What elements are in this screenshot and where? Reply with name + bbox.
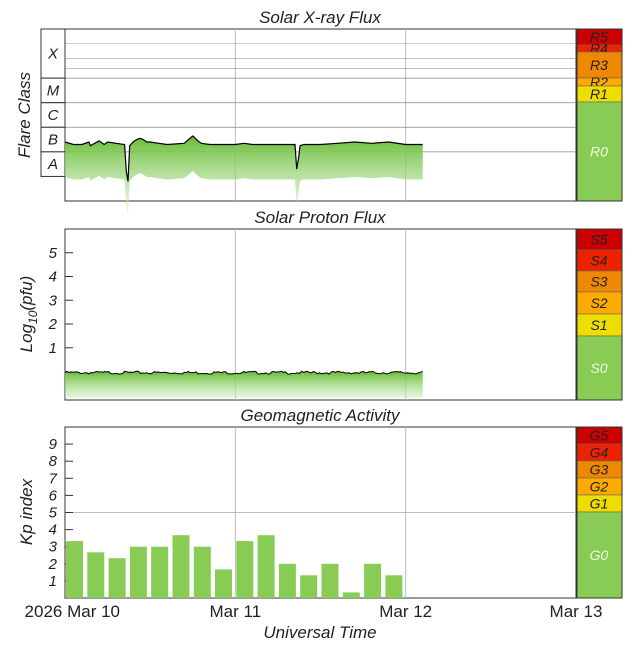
kp-bar [364,563,382,598]
kp-bars [66,535,403,598]
scale-label-g4: G4 [590,445,609,461]
kp-bar [87,552,105,598]
xray-flux-fill [65,135,423,217]
x-tick-label: Mar 11 [210,602,262,621]
scale-frame [576,426,623,599]
scale-label-r0: R0 [590,144,608,160]
proton-ytick-label: 4 [49,269,57,286]
proton-ylabel-sub: 10 [26,310,40,324]
kp-ytick-label: 6 [49,487,58,504]
flare-class-cell-a [40,151,66,177]
kp-bar [236,541,254,598]
scale-label-g5: G5 [590,428,609,444]
proton-plot-area [64,228,577,401]
radiation-storm-scale: S5 S4 S3 S2 S1 S0 [576,228,623,401]
kp-ytick-label: 8 [49,453,58,470]
kp-ytick-label: 5 [49,505,58,522]
kp-ylabel: Kp index [17,478,36,545]
scale-label-s4: S4 [590,253,607,269]
flare-class-label-m: M [47,82,60,99]
kp-bar [66,541,83,598]
xray-title: Solar X-ray Flux [259,8,381,27]
proton-title: Solar Proton Flux [254,208,386,227]
proton-grid [234,229,407,400]
kp-bar [172,535,190,598]
scale-label-r3: R3 [590,57,608,73]
scale-band-s0 [576,335,623,401]
kp-bar [342,592,360,598]
scale-label-s3: S3 [590,274,607,290]
scale-label-g0: G0 [590,547,609,563]
proton-flux-line [64,370,423,375]
kp-bar [300,575,318,598]
flare-class-label-a: A [47,156,58,173]
scale-label-s2: S2 [590,295,607,311]
proton-ytick-labels: 1 2 3 4 5 [48,245,73,357]
proton-ylabel-rest: (pfu) [17,276,36,311]
proton-flux-fill [65,371,423,398]
kp-ytick-label: 3 [49,539,58,556]
kp-ytick-label: 7 [49,470,58,487]
proton-ylabel-base: Log [17,323,36,352]
kp-bar [193,546,211,598]
scale-frame [576,228,623,401]
kp-bar [257,535,275,598]
proton-ylabel: Log10(pfu) [17,276,40,353]
flare-class-label-x: X [47,46,59,63]
kp-ytick-label: 9 [49,436,58,453]
x-tick-label: Mar 13 [550,602,603,621]
proton-ytick-label: 2 [48,316,58,333]
scale-label-s5: S5 [590,232,607,248]
xray-ylabel: Flare Class [15,72,34,158]
scale-label-s1: S1 [590,317,607,333]
scale-frame [576,28,623,202]
proton-ytick-label: 1 [49,340,57,357]
kp-ytick-label: 2 [48,556,58,573]
x-axis-label: Universal Time [263,623,376,642]
kp-bar [385,575,403,598]
x-axis-tick-labels: 2026 Mar 10 Mar 11 Mar 12 Mar 13 [25,602,603,621]
kp-bar [129,546,147,598]
scale-band-r0 [576,101,623,202]
x-tick-label: 2026 Mar 10 [25,602,120,621]
proton-panel: Solar Proton Flux 1 2 3 4 5 S5 S4 S3 S2 S1 S0 Log… [17,208,623,401]
scale-label-g1: G1 [590,496,609,512]
scale-label-r5: R5 [590,29,608,45]
flare-class-label-c: C [48,107,59,124]
kp-ytick-label: 1 [49,573,57,590]
kp-title: Geomagnetic Activity [240,406,401,425]
kp-grid [65,427,576,598]
flare-class-label-b: B [48,132,58,149]
scale-band-g0 [576,511,623,599]
kp-bar [321,563,339,598]
kp-ytick-label: 4 [49,522,57,539]
kp-bar [278,563,296,598]
kp-bar [151,546,169,598]
scale-label-r1: R1 [590,86,608,102]
kp-bar [108,558,126,598]
scale-label-s0: S0 [590,360,607,376]
proton-ytick-label: 3 [49,292,58,309]
scale-label-g3: G3 [590,462,609,478]
kp-bar [215,569,232,598]
x-tick-label: Mar 12 [379,602,432,621]
proton-ytick-label: 5 [49,245,58,262]
xray-flux-line [64,135,423,182]
scale-label-g2: G2 [590,479,609,495]
